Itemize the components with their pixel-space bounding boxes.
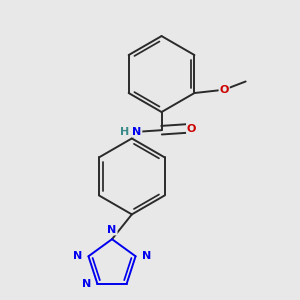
Text: O: O: [187, 124, 196, 134]
Text: N: N: [107, 224, 117, 235]
Text: N: N: [73, 251, 83, 261]
Text: N: N: [132, 127, 141, 137]
Text: N: N: [82, 279, 92, 289]
Text: H: H: [120, 127, 129, 137]
Text: N: N: [142, 251, 151, 261]
Text: O: O: [220, 85, 229, 95]
